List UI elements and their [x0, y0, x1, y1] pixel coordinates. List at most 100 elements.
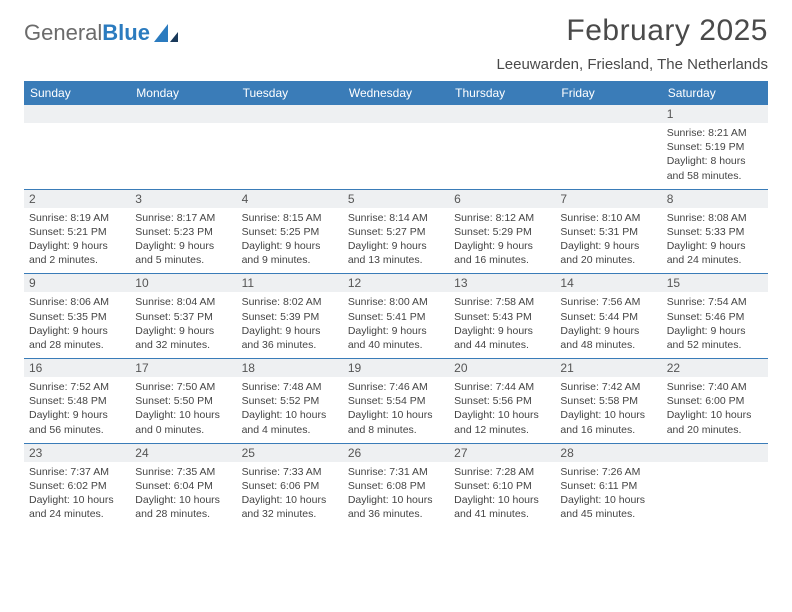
- day-cell: 12Sunrise: 8:00 AMSunset: 5:41 PMDayligh…: [343, 274, 449, 358]
- sunrise-text: Sunrise: 8:06 AM: [29, 295, 125, 309]
- day-cell: 10Sunrise: 8:04 AMSunset: 5:37 PMDayligh…: [130, 274, 236, 358]
- month-title: February 2025: [496, 14, 768, 48]
- sunset-text: Sunset: 5:41 PM: [348, 310, 444, 324]
- day-content: Sunrise: 7:58 AMSunset: 5:43 PMDaylight:…: [449, 292, 555, 358]
- day-cell: [662, 444, 768, 528]
- brand-logo: GeneralBlue: [24, 20, 178, 46]
- day-content: Sunrise: 7:48 AMSunset: 5:52 PMDaylight:…: [237, 377, 343, 443]
- day-content: Sunrise: 7:52 AMSunset: 5:48 PMDaylight:…: [24, 377, 130, 443]
- day-content: Sunrise: 7:44 AMSunset: 5:56 PMDaylight:…: [449, 377, 555, 443]
- sunrise-text: Sunrise: 8:14 AM: [348, 211, 444, 225]
- sunrise-text: Sunrise: 8:19 AM: [29, 211, 125, 225]
- daylight-text: Daylight: 10 hours and 16 minutes.: [560, 408, 656, 436]
- sunset-text: Sunset: 5:46 PM: [667, 310, 763, 324]
- brand-part1: General: [24, 20, 102, 46]
- day-content: Sunrise: 8:12 AMSunset: 5:29 PMDaylight:…: [449, 208, 555, 274]
- sunrise-text: Sunrise: 7:56 AM: [560, 295, 656, 309]
- sunset-text: Sunset: 5:21 PM: [29, 225, 125, 239]
- day-number: 18: [237, 359, 343, 377]
- sunset-text: Sunset: 5:56 PM: [454, 394, 550, 408]
- weekday-header: Tuesday: [237, 82, 343, 104]
- sunset-text: Sunset: 5:29 PM: [454, 225, 550, 239]
- day-cell: [237, 105, 343, 189]
- day-cell: 27Sunrise: 7:28 AMSunset: 6:10 PMDayligh…: [449, 444, 555, 528]
- sunrise-text: Sunrise: 7:48 AM: [242, 380, 338, 394]
- sunrise-text: Sunrise: 8:08 AM: [667, 211, 763, 225]
- sunrise-text: Sunrise: 7:33 AM: [242, 465, 338, 479]
- day-number: 17: [130, 359, 236, 377]
- day-content: [24, 123, 130, 177]
- day-number: 8: [662, 190, 768, 208]
- sunrise-text: Sunrise: 7:52 AM: [29, 380, 125, 394]
- day-number: 22: [662, 359, 768, 377]
- day-number: 14: [555, 274, 661, 292]
- day-cell: 22Sunrise: 7:40 AMSunset: 6:00 PMDayligh…: [662, 359, 768, 443]
- daylight-text: Daylight: 10 hours and 12 minutes.: [454, 408, 550, 436]
- day-number: 4: [237, 190, 343, 208]
- day-cell: [343, 105, 449, 189]
- day-content: Sunrise: 7:42 AMSunset: 5:58 PMDaylight:…: [555, 377, 661, 443]
- daylight-text: Daylight: 9 hours and 56 minutes.: [29, 408, 125, 436]
- daylight-text: Daylight: 8 hours and 58 minutes.: [667, 154, 763, 182]
- sunset-text: Sunset: 6:02 PM: [29, 479, 125, 493]
- day-cell: [130, 105, 236, 189]
- daylight-text: Daylight: 9 hours and 36 minutes.: [242, 324, 338, 352]
- daylight-text: Daylight: 10 hours and 24 minutes.: [29, 493, 125, 521]
- sunset-text: Sunset: 5:31 PM: [560, 225, 656, 239]
- day-cell: 28Sunrise: 7:26 AMSunset: 6:11 PMDayligh…: [555, 444, 661, 528]
- weekday-header: Sunday: [24, 82, 130, 104]
- day-content: Sunrise: 8:15 AMSunset: 5:25 PMDaylight:…: [237, 208, 343, 274]
- sunset-text: Sunset: 6:10 PM: [454, 479, 550, 493]
- weekday-header: Monday: [130, 82, 236, 104]
- week-row: 16Sunrise: 7:52 AMSunset: 5:48 PMDayligh…: [24, 358, 768, 443]
- day-content: Sunrise: 8:19 AMSunset: 5:21 PMDaylight:…: [24, 208, 130, 274]
- sunset-text: Sunset: 5:27 PM: [348, 225, 444, 239]
- weekday-header: Saturday: [662, 82, 768, 104]
- day-number: 6: [449, 190, 555, 208]
- sunrise-text: Sunrise: 7:31 AM: [348, 465, 444, 479]
- day-content: Sunrise: 8:10 AMSunset: 5:31 PMDaylight:…: [555, 208, 661, 274]
- sunrise-text: Sunrise: 8:21 AM: [667, 126, 763, 140]
- day-cell: 11Sunrise: 8:02 AMSunset: 5:39 PMDayligh…: [237, 274, 343, 358]
- daylight-text: Daylight: 9 hours and 5 minutes.: [135, 239, 231, 267]
- sunrise-text: Sunrise: 8:12 AM: [454, 211, 550, 225]
- day-content: Sunrise: 7:56 AMSunset: 5:44 PMDaylight:…: [555, 292, 661, 358]
- sunset-text: Sunset: 5:50 PM: [135, 394, 231, 408]
- week-row: 1Sunrise: 8:21 AMSunset: 5:19 PMDaylight…: [24, 104, 768, 189]
- daylight-text: Daylight: 9 hours and 9 minutes.: [242, 239, 338, 267]
- daylight-text: Daylight: 9 hours and 20 minutes.: [560, 239, 656, 267]
- day-number: [343, 105, 449, 123]
- day-cell: 6Sunrise: 8:12 AMSunset: 5:29 PMDaylight…: [449, 190, 555, 274]
- day-content: Sunrise: 8:17 AMSunset: 5:23 PMDaylight:…: [130, 208, 236, 274]
- weekday-header-row: SundayMondayTuesdayWednesdayThursdayFrid…: [24, 82, 768, 104]
- sunset-text: Sunset: 5:43 PM: [454, 310, 550, 324]
- day-cell: 7Sunrise: 8:10 AMSunset: 5:31 PMDaylight…: [555, 190, 661, 274]
- day-number: 3: [130, 190, 236, 208]
- day-number: 25: [237, 444, 343, 462]
- sunset-text: Sunset: 5:44 PM: [560, 310, 656, 324]
- sunrise-text: Sunrise: 7:42 AM: [560, 380, 656, 394]
- day-content: Sunrise: 7:46 AMSunset: 5:54 PMDaylight:…: [343, 377, 449, 443]
- day-content: [449, 123, 555, 177]
- day-content: [130, 123, 236, 177]
- day-content: Sunrise: 7:35 AMSunset: 6:04 PMDaylight:…: [130, 462, 236, 528]
- day-number: 15: [662, 274, 768, 292]
- day-number: 12: [343, 274, 449, 292]
- sunrise-text: Sunrise: 7:44 AM: [454, 380, 550, 394]
- sunset-text: Sunset: 6:11 PM: [560, 479, 656, 493]
- daylight-text: Daylight: 10 hours and 20 minutes.: [667, 408, 763, 436]
- day-cell: 15Sunrise: 7:54 AMSunset: 5:46 PMDayligh…: [662, 274, 768, 358]
- calendar: SundayMondayTuesdayWednesdayThursdayFrid…: [24, 81, 768, 527]
- day-content: Sunrise: 7:50 AMSunset: 5:50 PMDaylight:…: [130, 377, 236, 443]
- sunset-text: Sunset: 5:58 PM: [560, 394, 656, 408]
- sunrise-text: Sunrise: 7:54 AM: [667, 295, 763, 309]
- header: GeneralBlue February 2025 Leeuwarden, Fr…: [24, 14, 768, 79]
- day-number: 11: [237, 274, 343, 292]
- day-content: [237, 123, 343, 177]
- sunrise-text: Sunrise: 8:04 AM: [135, 295, 231, 309]
- day-number: [237, 105, 343, 123]
- day-number: [662, 444, 768, 462]
- day-cell: 1Sunrise: 8:21 AMSunset: 5:19 PMDaylight…: [662, 105, 768, 189]
- day-cell: 2Sunrise: 8:19 AMSunset: 5:21 PMDaylight…: [24, 190, 130, 274]
- brand-part2: Blue: [102, 20, 150, 46]
